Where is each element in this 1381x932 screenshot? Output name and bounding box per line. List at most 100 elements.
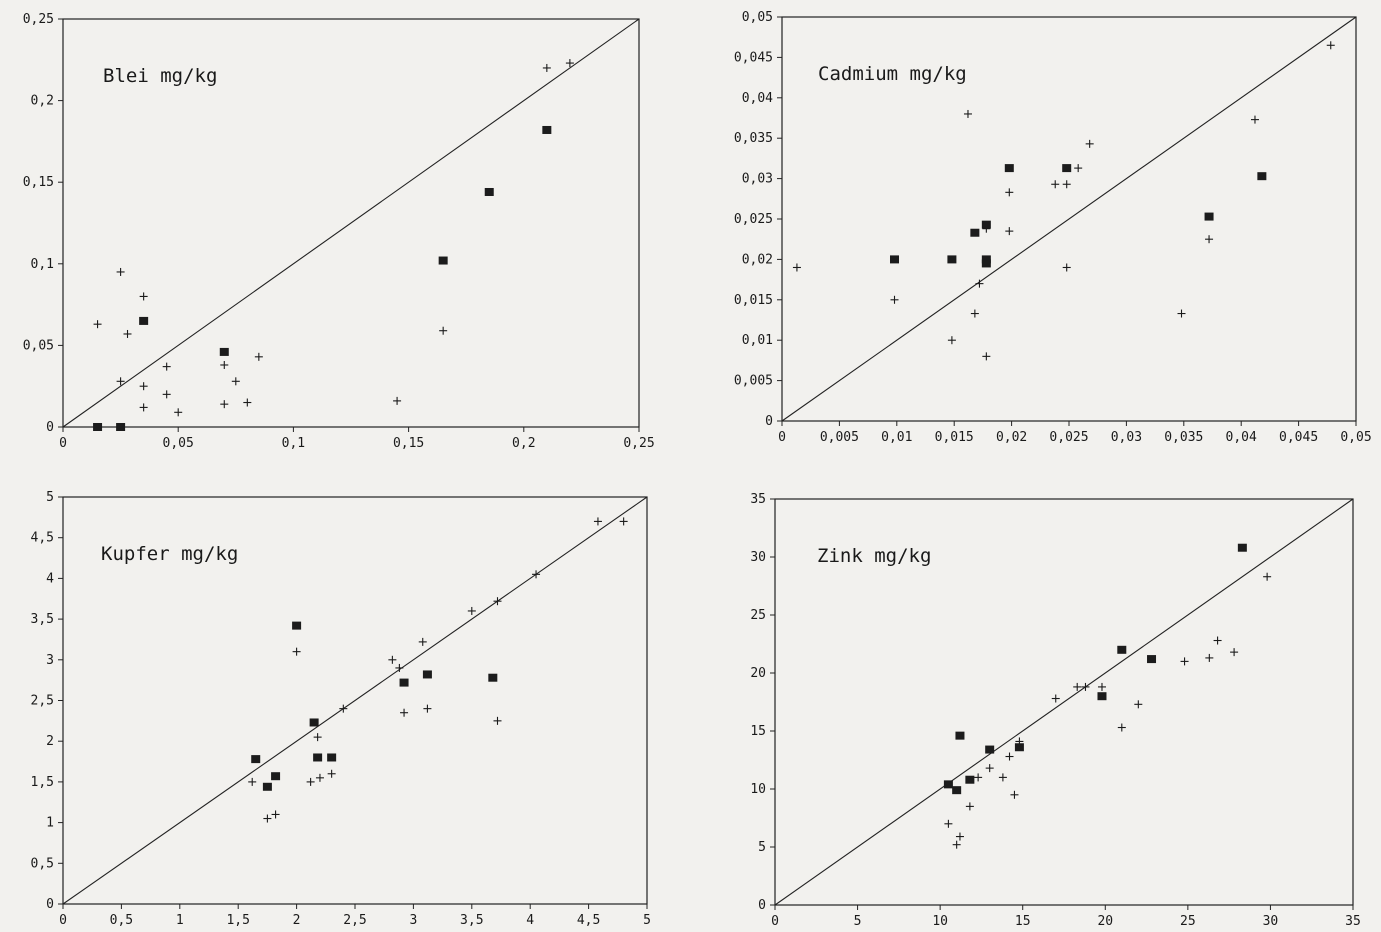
data-point-square (116, 423, 126, 431)
data-point-square (262, 782, 272, 791)
x-tick-label: 35 (1345, 914, 1361, 928)
x-tick-label: 5 (854, 914, 862, 928)
data-point-plus (565, 59, 574, 68)
y-tick-label: 5 (46, 490, 54, 505)
x-tick-label: 3 (409, 913, 417, 928)
data-point-plus (1250, 115, 1259, 124)
data-point-plus (985, 764, 994, 773)
data-point-square (542, 125, 552, 134)
data-point-plus (254, 352, 263, 361)
data-point-plus (220, 360, 229, 369)
data-point-plus (1180, 657, 1189, 666)
data-point-square (271, 772, 281, 781)
data-point-plus (271, 810, 280, 819)
data-point-square (484, 187, 494, 196)
data-point-plus (439, 326, 448, 335)
x-tick-label: 0,02 (996, 430, 1027, 445)
y-tick-label: 10 (750, 782, 766, 797)
data-point-plus (139, 403, 148, 412)
data-point-plus (418, 637, 427, 646)
data-point-square (219, 347, 229, 356)
data-point-plus (890, 295, 899, 304)
data-point-plus (1205, 235, 1214, 244)
data-point-plus (1081, 682, 1090, 691)
x-tick-label: 1,5 (226, 913, 249, 928)
data-point-plus (1051, 694, 1060, 703)
data-point-plus (965, 802, 974, 811)
data-point-plus (532, 570, 541, 579)
x-tick-label: 4,5 (577, 913, 600, 928)
chart-title: Kupfer mg/kg (101, 543, 238, 565)
x-tick-label: 0,2 (512, 436, 535, 451)
data-point-square (981, 259, 991, 268)
x-tick-label: 0,015 (935, 430, 974, 445)
chart-panel-2: 00 0,5 0,5 1 1 1,5 1,5 2 2 2,5 2,5 3 3 3,5 3,5 4 4 4,5 4,5… (31, 490, 651, 928)
x-tick-label: 0,05 (163, 436, 194, 451)
data-point-plus (952, 840, 961, 849)
data-point-plus (1005, 227, 1014, 236)
data-point-plus (1097, 682, 1106, 691)
y-tick-label: 2 (46, 734, 54, 749)
y-tick-label: 1 (46, 816, 54, 831)
data-point-plus (593, 517, 602, 526)
x-tick-label: 1 (176, 913, 184, 928)
data-point-plus (400, 708, 409, 717)
data-point-plus (1134, 700, 1143, 709)
plot-frame (62, 18, 640, 428)
data-point-plus (174, 408, 183, 417)
data-point-plus (393, 396, 402, 405)
data-point-plus (1205, 653, 1214, 662)
data-point-square (1004, 164, 1014, 173)
data-point-plus (944, 819, 953, 828)
y-tick-label: 2,5 (31, 694, 54, 709)
y-tick-label: 5 (758, 840, 766, 855)
data-point-plus (982, 352, 991, 361)
y-tick-label: 0,25 (23, 12, 54, 27)
data-point-plus (975, 279, 984, 288)
data-point-plus (313, 733, 322, 742)
data-point-square (1237, 543, 1247, 552)
y-tick-label: 0,5 (31, 856, 54, 871)
y-tick-label: 0 (46, 420, 54, 435)
y-tick-label: 0 (758, 898, 766, 913)
x-tick-label: 0,5 (110, 913, 133, 928)
data-point-plus (1062, 263, 1071, 272)
chart-title: Cadmium mg/kg (818, 63, 967, 85)
y-tick-label: 0 (46, 897, 54, 912)
data-point-square (93, 423, 103, 431)
data-point-square (313, 753, 323, 762)
data-point-plus (162, 362, 171, 371)
data-point-square (1147, 655, 1157, 664)
y-tick-label: 0,015 (734, 293, 773, 308)
data-point-square (1204, 212, 1214, 221)
y-tick-label: 0,035 (734, 131, 773, 146)
data-point-plus (423, 704, 432, 713)
data-point-plus (493, 597, 502, 606)
y-tick-label: 35 (750, 492, 766, 507)
data-point-plus (955, 832, 964, 841)
x-tick-label: 30 (1263, 914, 1279, 928)
data-point-plus (116, 267, 125, 276)
data-point-square (327, 753, 337, 762)
data-point-square (488, 673, 498, 682)
x-tick-label: 0,005 (820, 430, 859, 445)
data-point-plus (1177, 309, 1186, 318)
y-tick-label: 0,04 (742, 91, 773, 106)
y-tick-label: 0,03 (742, 172, 773, 187)
y-tick-label: 1,5 (31, 775, 54, 790)
data-point-plus (1074, 164, 1083, 173)
y-tick-label: 4 (46, 571, 54, 586)
y-tick-label: 0,05 (23, 338, 54, 353)
data-point-square (1117, 645, 1127, 654)
x-tick-label: 0,04 (1226, 430, 1257, 445)
data-point-plus (395, 663, 404, 672)
data-point-plus (243, 398, 252, 407)
data-point-plus (493, 716, 502, 725)
data-point-plus (292, 647, 301, 656)
data-point-plus (116, 377, 125, 386)
y-tick-label: 30 (750, 550, 766, 565)
chart-title: Blei mg/kg (103, 65, 217, 87)
data-point-square (890, 255, 900, 264)
